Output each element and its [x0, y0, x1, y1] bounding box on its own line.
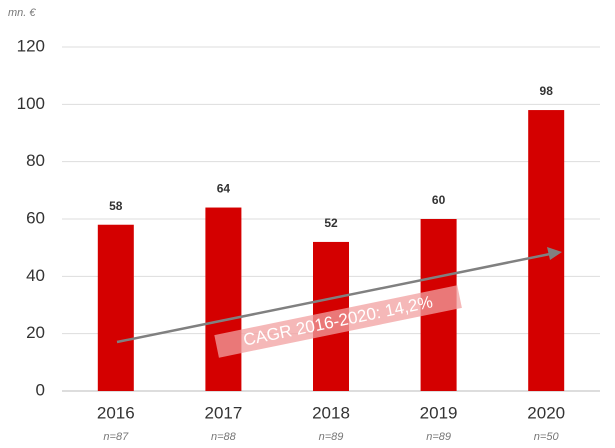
bar: [97, 224, 134, 391]
y-tick-label: 0: [36, 380, 45, 399]
y-tick-label: 80: [26, 151, 45, 170]
bar: [528, 110, 565, 392]
unit-label: mn. €: [8, 7, 36, 19]
y-tick-label: 100: [17, 94, 45, 113]
sample-size: n=88: [211, 431, 237, 443]
x-tick-label: 2019: [420, 403, 458, 422]
trend-arrow: [116, 252, 551, 344]
annotation-background: [214, 285, 462, 358]
data-label: 60: [432, 193, 446, 207]
data-label: 98: [540, 84, 554, 98]
data-label: 64: [217, 182, 231, 196]
sample-size: n=89: [426, 431, 451, 443]
y-tick-label: 120: [17, 36, 45, 55]
sample-size: n=89: [319, 431, 344, 443]
sample-size: n=50: [534, 431, 560, 443]
x-tick-label: 2017: [204, 403, 242, 422]
data-label: 58: [109, 199, 123, 213]
bar: [205, 207, 242, 391]
y-tick-label: 40: [26, 266, 45, 285]
x-tick-label: 2020: [527, 403, 565, 422]
arrow-head: [547, 247, 562, 260]
sample-size: n=87: [103, 431, 129, 443]
x-tick-label: 2016: [97, 403, 135, 422]
data-label: 52: [324, 216, 338, 230]
x-tick-label: 2018: [312, 403, 350, 422]
y-tick-label: 20: [26, 323, 45, 342]
y-tick-label: 60: [26, 208, 45, 227]
